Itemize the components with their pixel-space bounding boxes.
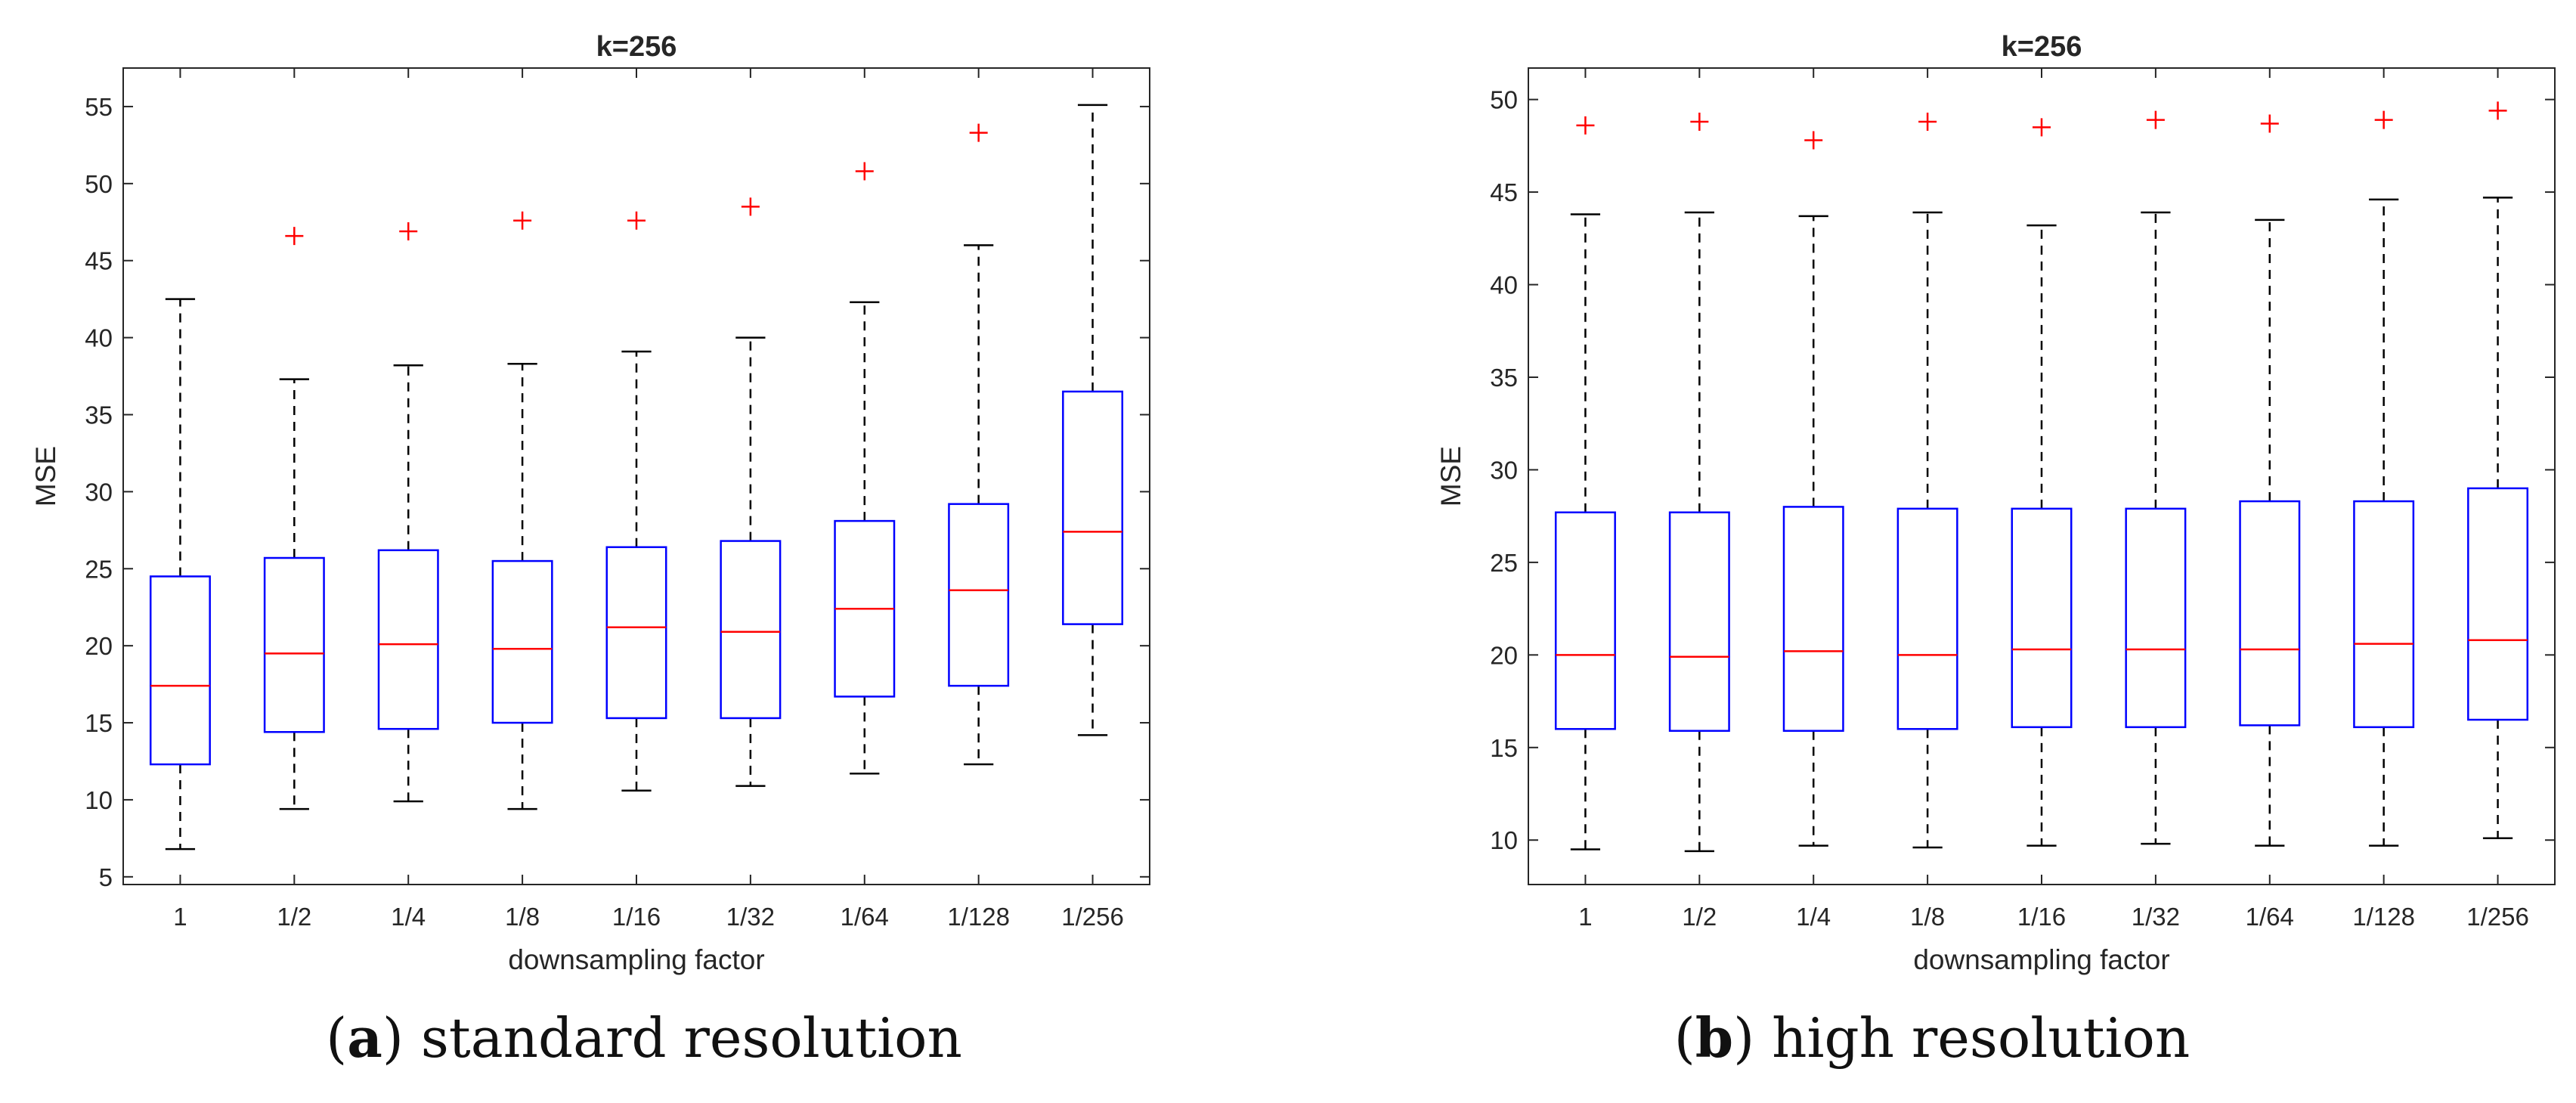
x-tick-label: 1/64 [2246,903,2294,931]
y-tick-label: 20 [1490,641,1518,669]
caption-high-resolution: (b) high resolution [1288,1005,2576,1070]
box-iqr [263,556,325,733]
panel-standard-resolution: k=256 5 10 15 20 25 30 35 40 45 50 55 MSE 1 1/2 1/4 1/8 1… [0,31,1288,1070]
y-tick-label: 35 [1490,364,1518,392]
y-tick-label: 35 [85,401,113,429]
box-iqr [149,575,211,766]
outlier-marker [2033,118,2051,137]
chart-title: k=256 [2002,31,2082,63]
outlier-marker [1804,131,1823,150]
outlier-marker [627,211,646,230]
y-tick-label: 30 [1490,456,1518,484]
box-iqr [1554,511,1616,730]
caption-text: standard resolution [403,1006,962,1070]
box-iqr [605,546,667,720]
x-tick-label: 1/8 [505,903,540,931]
outlier-marker [1690,113,1709,132]
y-tick-label: 10 [85,786,113,814]
box-iqr [720,540,782,720]
x-tick-label: 1/32 [2132,903,2180,931]
outlier-marker [1576,116,1595,135]
caption-text: high resolution [1754,1006,2191,1070]
box-iqr [1668,511,1730,732]
outlier-marker [741,197,760,216]
x-axis-label: downsampling factor [1913,944,2169,975]
x-tick-label: 1/128 [2352,903,2415,931]
y-tick-label: 25 [85,555,113,583]
y-tick-label: 10 [1490,826,1518,854]
box-iqr [1896,507,1958,730]
outlier-marker [399,222,418,240]
box-iqr [2125,507,2187,729]
x-tick-label: 1 [173,903,187,931]
caption-letter: b [1695,1005,1734,1070]
y-tick-label: 15 [85,709,113,737]
y-tick-label: 40 [85,324,113,352]
box-iqr [2011,507,2073,729]
y-axis-label: MSE [1435,446,1466,507]
x-tick-label: 1/32 [726,903,775,931]
y-tick-label: 5 [99,863,113,891]
x-tick-label: 1/16 [612,903,661,931]
box-iqr [1782,506,1844,732]
y-tick-label: 20 [85,632,113,660]
y-tick-label: 15 [1490,734,1518,762]
x-tick-label: 1/256 [2466,903,2529,931]
box-iqr [377,549,439,730]
boxplot-chart-high: k=256 10 15 20 25 30 35 40 45 50 MSE 1 1/2 1/4 1/8 1/16… [1435,31,2556,975]
outlier-marker [2374,110,2393,129]
chart-title: k=256 [596,31,677,63]
x-tick-label: 1/128 [947,903,1010,931]
box-iqr [2467,487,2529,721]
outlier-marker [1918,113,1937,132]
boxplot-chart-standard: k=256 5 10 15 20 25 30 35 40 45 50 55 MSE 1 1/2 1/4 1/8 1… [30,31,1150,975]
outlier-marker [2146,110,2165,129]
x-tick-label: 1/16 [2017,903,2066,931]
caption-open-paren: ( [1673,1006,1695,1070]
x-tick-label: 1/4 [1796,903,1831,931]
y-tick-label: 50 [1490,86,1518,114]
y-tick-label: 40 [1490,271,1518,299]
box-iqr [2353,500,2415,729]
outlier-marker [513,211,532,230]
y-tick-label: 30 [85,478,113,506]
caption-close-paren: ) [1733,1006,1755,1070]
caption-open-paren: ( [326,1006,348,1070]
outlier-marker [969,123,988,142]
box-iqr [2239,500,2301,727]
y-tick-label: 50 [85,170,113,198]
outlier-marker [855,162,874,181]
x-tick-label: 1/256 [1061,903,1124,931]
x-tick-label: 1/2 [277,903,311,931]
caption-letter: a [347,1005,382,1070]
y-tick-label: 25 [1490,549,1518,577]
outlier-marker [2260,114,2279,133]
box-iqr [491,559,553,724]
x-tick-label: 1/4 [391,903,426,931]
box-iqr [948,503,1010,687]
y-tick-label: 45 [1490,178,1518,206]
y-tick-label: 45 [85,247,113,275]
y-tick-label: 55 [85,93,113,121]
x-tick-label: 1/64 [841,903,889,931]
caption-standard-resolution: (a) standard resolution [0,1005,1288,1070]
outlier-marker [2488,101,2507,120]
x-axis-label: downsampling factor [508,944,764,975]
panel-high-resolution: k=256 10 15 20 25 30 35 40 45 50 MSE 1 1/2 1/4 1/8 1/16… [1288,0,2576,1103]
y-axis-label: MSE [30,446,61,507]
x-tick-label: 1/8 [1910,903,1945,931]
caption-close-paren: ) [382,1006,404,1070]
x-tick-label: 1/2 [1682,903,1717,931]
x-tick-label: 1 [1578,903,1592,931]
box-iqr [1062,390,1124,625]
outlier-marker [285,227,304,246]
